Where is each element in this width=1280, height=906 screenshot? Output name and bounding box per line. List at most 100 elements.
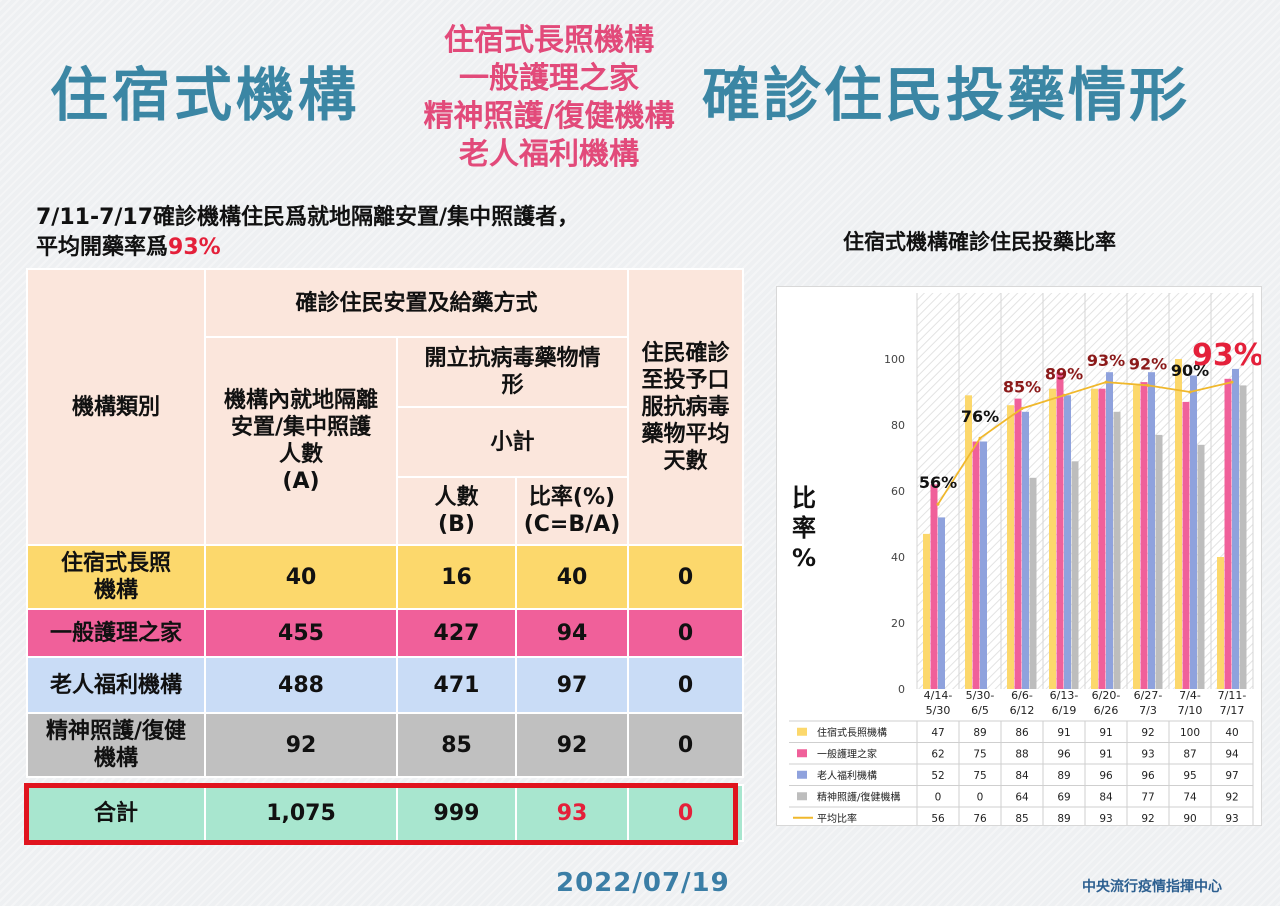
table-value: 91 bbox=[1057, 727, 1070, 739]
cell-c: 40 bbox=[514, 544, 630, 610]
cell-b: 471 bbox=[396, 656, 517, 714]
bar-2 bbox=[1014, 398, 1022, 689]
header-days-line: 服抗病毒 bbox=[641, 394, 730, 420]
average-point bbox=[978, 436, 982, 440]
table-value: 92 bbox=[1225, 791, 1238, 803]
table-value: 92 bbox=[1141, 727, 1154, 739]
table-value: 40 bbox=[1225, 727, 1238, 739]
table-value: 93 bbox=[1099, 813, 1112, 825]
bar-4 bbox=[1071, 461, 1079, 689]
x-tick-label: 7/4- bbox=[1179, 689, 1201, 702]
table-value: 96 bbox=[1057, 748, 1071, 760]
average-point bbox=[1062, 393, 1066, 397]
bar-4 bbox=[1113, 411, 1121, 689]
report-date: 2022/07/19 bbox=[556, 868, 730, 898]
cell-c: 94 bbox=[514, 608, 630, 658]
cell-d: 0 bbox=[627, 544, 745, 610]
x-tick-label: 5/30 bbox=[926, 704, 951, 717]
header-category: 機構類別 bbox=[26, 268, 206, 546]
cell-b: 427 bbox=[396, 608, 517, 658]
subtitle-line1: 7/11-7/17確診機構住民爲就地隔離安置/集中照護者， bbox=[36, 205, 580, 230]
bar-2 bbox=[1056, 372, 1064, 689]
bar-1 bbox=[1133, 385, 1140, 689]
x-tick-label: 6/12 bbox=[1010, 704, 1035, 717]
x-tick-label: 7/17 bbox=[1220, 704, 1245, 717]
title-right: 確診住民投藥情形 bbox=[702, 61, 1191, 129]
x-tick-label: 7/11- bbox=[1218, 689, 1247, 702]
table-value: 77 bbox=[1141, 791, 1154, 803]
average-line bbox=[937, 381, 1233, 505]
x-tick-label: 6/6- bbox=[1011, 689, 1033, 702]
bar-1 bbox=[1091, 388, 1098, 689]
bar-3 bbox=[980, 441, 987, 689]
header-days-line: 藥物平均 bbox=[641, 421, 730, 447]
legend-label: 精神照護/復健機構 bbox=[817, 790, 900, 803]
y-tick-label: 60 bbox=[891, 485, 905, 498]
header-days-line: 至投予口 bbox=[641, 367, 730, 393]
table-value: 62 bbox=[931, 748, 944, 760]
bar-2 bbox=[930, 484, 938, 689]
table-value: 89 bbox=[1057, 770, 1070, 782]
cell-c: 97 bbox=[514, 656, 630, 714]
x-tick-label: 6/13- bbox=[1050, 689, 1079, 702]
table-value: 47 bbox=[931, 727, 944, 739]
row-category: 住宿式長照 機構 bbox=[26, 544, 206, 610]
row-category: 一般護理之家 bbox=[26, 608, 206, 658]
header-col-a: 機構內就地隔離 安置/集中照護 人數 (A) bbox=[204, 336, 398, 546]
table-value: 84 bbox=[1015, 770, 1029, 782]
table-value: 88 bbox=[1015, 748, 1028, 760]
y-tick-label: 0 bbox=[898, 683, 905, 696]
bar-line-chart: 0 20 40 60 80 100 4/14- 5/30 5/30- 6/5 6/6- 6/12 6/1… bbox=[789, 293, 1261, 825]
table-value: 74 bbox=[1183, 791, 1197, 803]
cell-b: 16 bbox=[396, 544, 517, 610]
header-antiviral-line: 開立抗病毒藥物情 bbox=[424, 346, 601, 371]
cell-c: 92 bbox=[514, 712, 630, 778]
bar-3 bbox=[1106, 372, 1113, 689]
header-col-b: 人數 (B) bbox=[396, 476, 517, 546]
subtitle-prefix: 平均開藥率爲 bbox=[36, 235, 169, 260]
title-middle-line: 一般護理之家 bbox=[459, 61, 639, 96]
chart-y-label-char: % bbox=[791, 544, 817, 572]
chart-y-label: 比 率 % bbox=[789, 483, 819, 573]
table-value: 85 bbox=[1015, 813, 1028, 825]
header-col-a-line: 人數 bbox=[278, 442, 323, 467]
x-tick-label: 6/5 bbox=[971, 704, 989, 717]
table-value: 87 bbox=[1183, 748, 1196, 760]
legend-swatch bbox=[797, 749, 807, 758]
bar-1 bbox=[1049, 388, 1056, 689]
bar-1 bbox=[1007, 405, 1014, 689]
y-tick-label: 40 bbox=[891, 551, 905, 564]
legend-label: 老人福利機構 bbox=[817, 769, 877, 782]
bar-4 bbox=[1155, 434, 1163, 689]
point-label: 93% bbox=[1087, 351, 1125, 370]
header-col-a-line: 機構內就地隔離 bbox=[223, 388, 378, 413]
chart-y-label-char: 率 bbox=[792, 514, 816, 542]
header-days-line: 住民確診 bbox=[641, 340, 730, 366]
total-b: 999 bbox=[396, 784, 517, 842]
chart-title: 住宿式機構確診住民投藥比率 bbox=[843, 230, 1116, 254]
table-value: 91 bbox=[1099, 748, 1112, 760]
header-subtotal: 小計 bbox=[395, 406, 630, 478]
cell-a: 92 bbox=[204, 712, 398, 778]
title-left: 住宿式機構 bbox=[50, 61, 361, 129]
cell-d: 0 bbox=[627, 656, 745, 714]
header-col-c-line: 比率(%) bbox=[528, 485, 616, 510]
cell-a: 488 bbox=[204, 656, 398, 714]
average-point bbox=[936, 502, 940, 506]
bar-3 bbox=[1232, 368, 1239, 689]
x-tick-label: 6/20- bbox=[1092, 689, 1121, 702]
x-tick-label: 4/14- bbox=[924, 689, 953, 702]
table-value: 0 bbox=[935, 791, 942, 803]
bar-3 bbox=[1064, 395, 1071, 689]
agency-name: 中央流行疫情指揮中心 bbox=[1082, 879, 1222, 895]
x-tick-label: 6/19 bbox=[1052, 704, 1077, 717]
table-value: 96 bbox=[1141, 770, 1155, 782]
header-antiviral: 開立抗病毒藥物情 形 bbox=[395, 336, 630, 408]
bar-3 bbox=[938, 517, 945, 689]
bar-2 bbox=[1098, 388, 1106, 689]
total-highlight-box bbox=[24, 783, 738, 845]
header-days: 住民確診 至投予口 服抗病毒 藥物平均 天數 bbox=[627, 268, 745, 546]
point-label: 76% bbox=[961, 407, 999, 426]
row-category-line: 機構 bbox=[93, 578, 138, 603]
table-value: 86 bbox=[1015, 727, 1029, 739]
